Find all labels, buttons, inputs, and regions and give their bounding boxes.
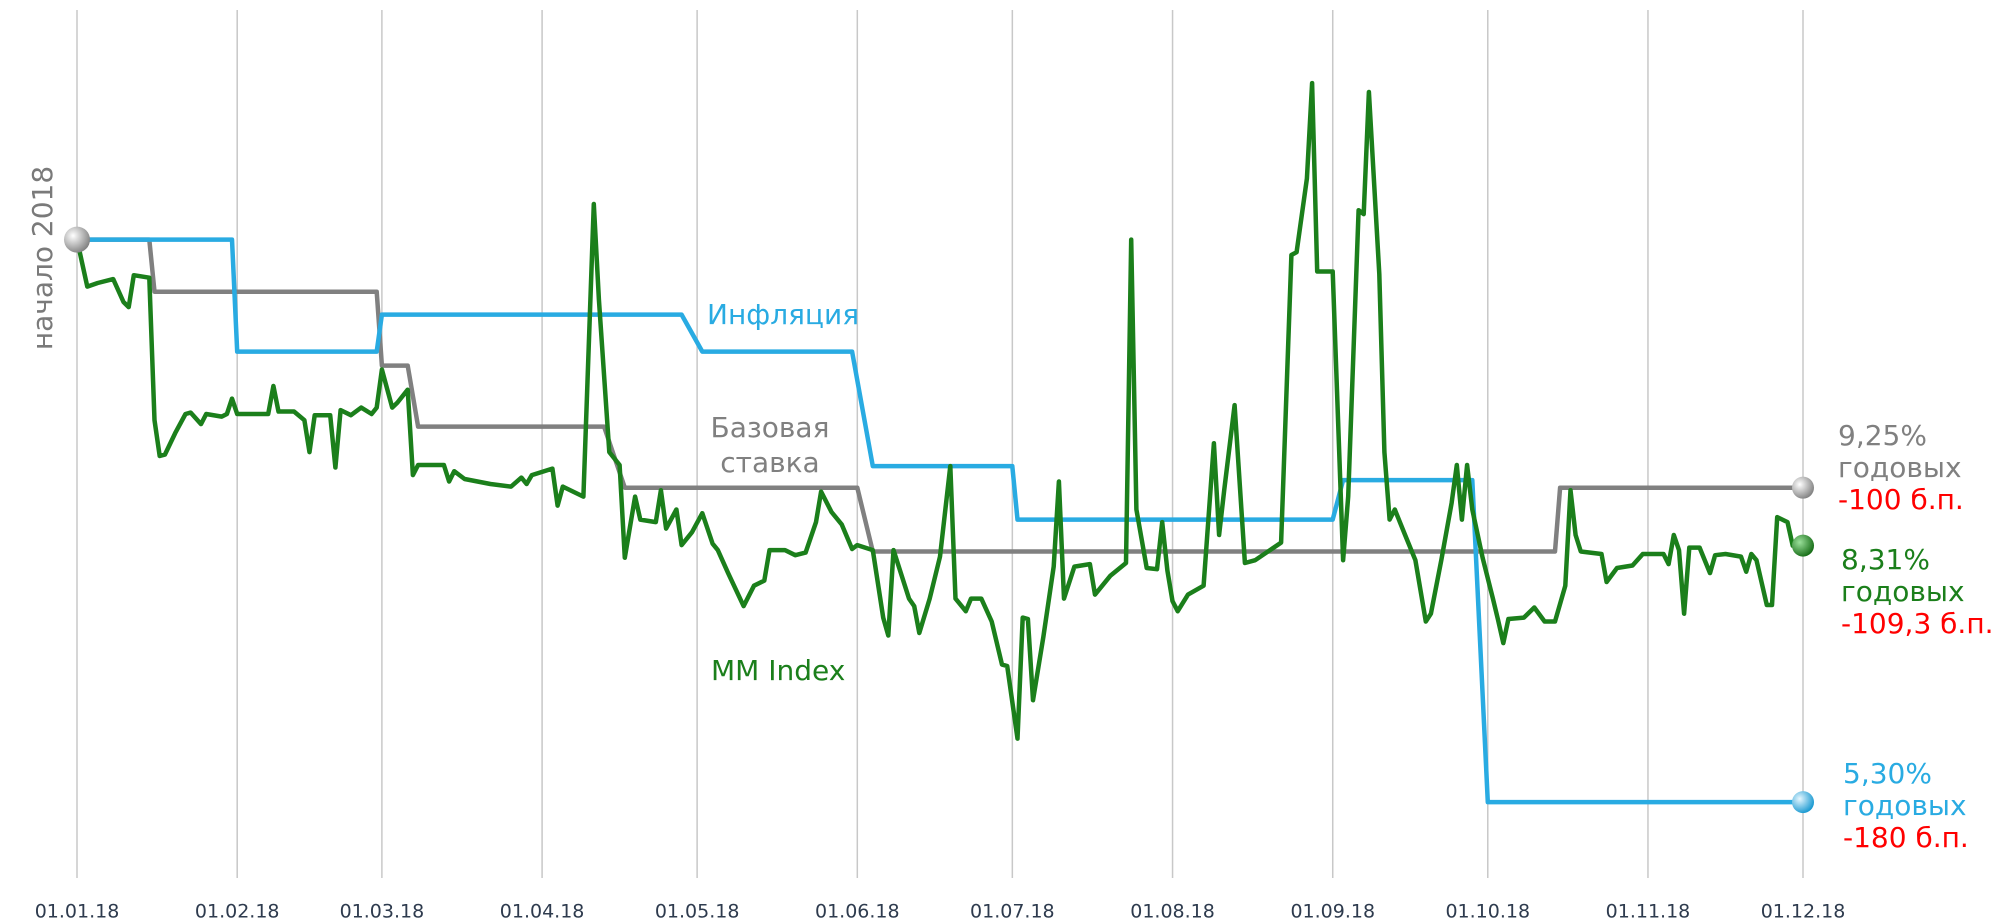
x-tick-label: 01.09.18 bbox=[1290, 901, 1375, 923]
end-label-line: годовых bbox=[1843, 789, 1967, 822]
series-label: Базовая ставка bbox=[710, 411, 830, 479]
series-label: MM Index bbox=[711, 654, 846, 687]
end-marker bbox=[1792, 791, 1814, 814]
start-marker bbox=[64, 226, 90, 253]
x-tick-label: 01.11.18 bbox=[1606, 901, 1691, 923]
end-label-line: 9,25% bbox=[1838, 419, 1927, 452]
series-line bbox=[74, 80, 1803, 741]
x-tick-label: 01.03.18 bbox=[340, 901, 425, 923]
x-tick-label: 01.07.18 bbox=[970, 901, 1055, 923]
y-axis-label: начало 2018 bbox=[26, 166, 59, 350]
end-marker bbox=[1792, 534, 1814, 557]
x-tick-label: 01.02.18 bbox=[195, 901, 280, 923]
x-tick-label: 01.12.18 bbox=[1761, 901, 1846, 923]
series-line bbox=[77, 237, 1803, 805]
end-label-line: годовых bbox=[1838, 451, 1962, 484]
series-label: Инфляция bbox=[707, 298, 860, 331]
end-label-line: -100 б.п. bbox=[1838, 483, 1964, 516]
end-label-line: -109,3 б.п. bbox=[1841, 607, 1994, 640]
x-tick-label: 01.01.18 bbox=[35, 901, 120, 923]
end-label-line: 8,31% bbox=[1841, 543, 1930, 576]
end-label-line: 5,30% bbox=[1843, 757, 1932, 790]
end-marker bbox=[1792, 476, 1814, 499]
x-tick-label: 01.10.18 bbox=[1445, 901, 1530, 923]
x-tick-label: 01.06.18 bbox=[815, 901, 900, 923]
x-tick-label: 01.05.18 bbox=[655, 901, 740, 923]
end-label-line: годовых bbox=[1841, 575, 1965, 608]
end-label: 9,25% годовых -100 б.п. bbox=[1838, 420, 1964, 516]
series-line bbox=[77, 237, 1803, 554]
x-tick-label: 01.04.18 bbox=[500, 901, 585, 923]
end-label-line: -180 б.п. bbox=[1843, 821, 1969, 854]
end-label: 5,30% годовых -180 б.п. bbox=[1843, 758, 1969, 854]
x-tick-label: 01.08.18 bbox=[1130, 901, 1215, 923]
end-label: 8,31% годовых -109,3 б.п. bbox=[1841, 544, 1994, 640]
